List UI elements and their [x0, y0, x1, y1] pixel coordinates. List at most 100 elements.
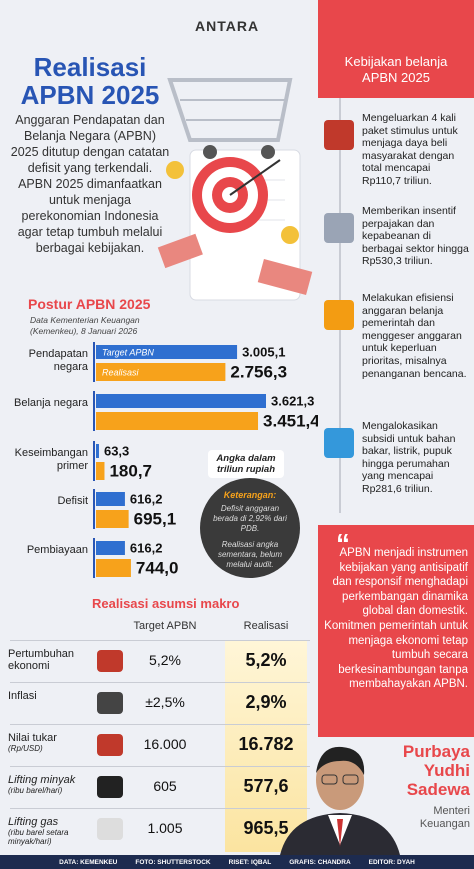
title-line1: Realisasi — [33, 52, 147, 82]
row-separator — [10, 682, 310, 683]
value-label: 3.621,3 — [271, 393, 314, 408]
bar — [96, 462, 105, 480]
row-separator — [10, 766, 310, 767]
target-value: 16.000 — [143, 736, 187, 752]
value-label: 744,0 — [136, 558, 179, 577]
bar — [96, 559, 131, 577]
intro: Anggaran Pendapatan dan Belanja Negara (… — [10, 113, 170, 255]
actual-value: 965,5 — [243, 818, 289, 838]
title-line2: APBN 2025 — [20, 80, 160, 110]
quote-role: Menteri Keuangan — [419, 805, 470, 830]
row-separator — [10, 724, 310, 725]
chart: 3.005,1 Target APBN 2.756,3 Realisasi 3.621,… — [93, 342, 318, 578]
footer-credit: EDITOR: DYAH — [368, 858, 415, 866]
footer-credit: DATA: KEMENKEU — [59, 858, 118, 866]
quote-text: APBN menjadi instrumen kebijakan yang an… — [324, 547, 468, 691]
category-label: Defisit — [57, 495, 88, 507]
row-name: Pertumbuhan ekonomi — [8, 648, 75, 672]
realisasi-column — [225, 640, 307, 852]
target-value: 5,2% — [149, 652, 181, 668]
unit-note: Angka dalam triliun rupiah — [208, 450, 284, 478]
actual-value: 2,9% — [245, 692, 287, 712]
row-name: Lifting minyak — [8, 774, 76, 786]
note-title: Keterangan: — [223, 490, 277, 500]
policy-icon — [324, 428, 354, 458]
note-circle: Keterangan: Defisit anggaran berada di 2… — [200, 478, 300, 578]
row-label: Lifting minyak (ribu barel/hari) — [8, 774, 94, 795]
actual-value: 5,2% — [245, 650, 287, 670]
actual-value: 16.782 — [238, 734, 294, 754]
value-label: 616,2 — [130, 491, 163, 506]
note-line: Defisit anggaran berada di 2,92% dari PD… — [213, 504, 287, 533]
value-label: 3.005,1 — [242, 344, 285, 359]
policy-header — [318, 0, 474, 98]
row-label: Pertumbuhan ekonomi — [8, 648, 94, 672]
column-header: Target APBN — [133, 620, 197, 632]
row-label: Inflasi — [8, 690, 94, 702]
footer-credit: RISET: IQBAL — [228, 858, 272, 866]
row-icon — [97, 692, 123, 714]
quote-name: Purbaya Yudhi Sadewa — [402, 742, 470, 799]
policy-item: Mengalokasikan subsidi untuk bahan bakar… — [362, 420, 456, 495]
bar — [96, 510, 129, 528]
category-label: Belanja negara — [13, 397, 88, 409]
policy-item: Memberikan insentif perpajakan dan kepab… — [362, 205, 469, 268]
bar — [96, 345, 238, 359]
policy-item: Melakukan efisiensi anggaran belanja pem… — [362, 292, 467, 380]
target-value: ±2,5% — [145, 694, 185, 710]
row-label: Nilai tukar (Rp/USD) — [8, 732, 94, 753]
row-name: Lifting gas — [8, 816, 59, 828]
bar — [96, 363, 226, 381]
policy-icon — [324, 213, 354, 243]
category-label: Pembiayaan — [26, 544, 88, 556]
row-icon — [97, 650, 123, 672]
legend-label: Realisasi — [102, 367, 140, 377]
footer-credit: GRAFIS: CHANDRA — [289, 858, 351, 866]
chart-title: Postur APBN 2025 — [28, 296, 151, 312]
category-label: Keseimbangan primer — [14, 447, 88, 472]
row-icon — [97, 776, 123, 798]
value-label: 180,7 — [109, 461, 152, 480]
bar — [96, 394, 266, 408]
illustration — [157, 78, 313, 301]
bar — [96, 492, 125, 506]
quote-mark: “ — [336, 528, 350, 559]
value-label: 3.451,4 — [263, 411, 318, 430]
target-value: 1.005 — [147, 820, 183, 836]
logo: ANTARA — [195, 18, 260, 34]
row-icon — [97, 734, 123, 756]
policy-icon — [324, 300, 354, 330]
policy-icon — [324, 120, 354, 150]
row-name: Inflasi — [8, 690, 37, 702]
row-label: Lifting gas (ribu barel setara minyak/har… — [8, 816, 94, 846]
row-name: Nilai tukar — [8, 732, 57, 744]
policy-title: Kebijakan belanja APBN 2025 — [344, 54, 448, 85]
row-unit: (Rp/USD) — [8, 744, 43, 753]
row-separator — [10, 640, 310, 641]
table-title: Realisasi asumsi makro — [92, 596, 240, 611]
category-label: Pendapatan negara — [28, 348, 88, 373]
bar — [96, 444, 99, 458]
row-separator — [10, 808, 310, 809]
column-header: Realisasi — [243, 620, 289, 632]
value-label: 616,2 — [130, 540, 163, 555]
chart-subtitle: Data Kementerian Keuangan (Kemenkeu), 8 … — [30, 315, 140, 336]
bar — [96, 412, 259, 430]
target-value: 605 — [153, 778, 177, 794]
footer-credit: FOTO: SHUTTERSTOCK — [135, 858, 211, 866]
row-icon — [97, 818, 123, 840]
actual-value: 577,6 — [243, 776, 289, 796]
row-unit: (ribu barel setara minyak/hari) — [8, 828, 69, 846]
value-label: 695,1 — [134, 509, 177, 528]
quote-panel — [318, 525, 474, 737]
bar — [96, 541, 125, 555]
portrait — [280, 746, 400, 855]
row-unit: (ribu barel/hari) — [8, 786, 63, 795]
value-label: 2.756,3 — [230, 362, 287, 381]
footer: DATA: KEMENKEU FOTO: SHUTTERSTOCK RISET: I… — [0, 855, 474, 869]
value-label: 63,3 — [104, 443, 129, 458]
legend-label: Target APBN — [102, 347, 154, 357]
policy-item: Mengeluarkan 4 kali paket stimulus untuk… — [362, 112, 458, 187]
note-line: Realisasi angka sementara, belum melalui… — [217, 540, 283, 569]
